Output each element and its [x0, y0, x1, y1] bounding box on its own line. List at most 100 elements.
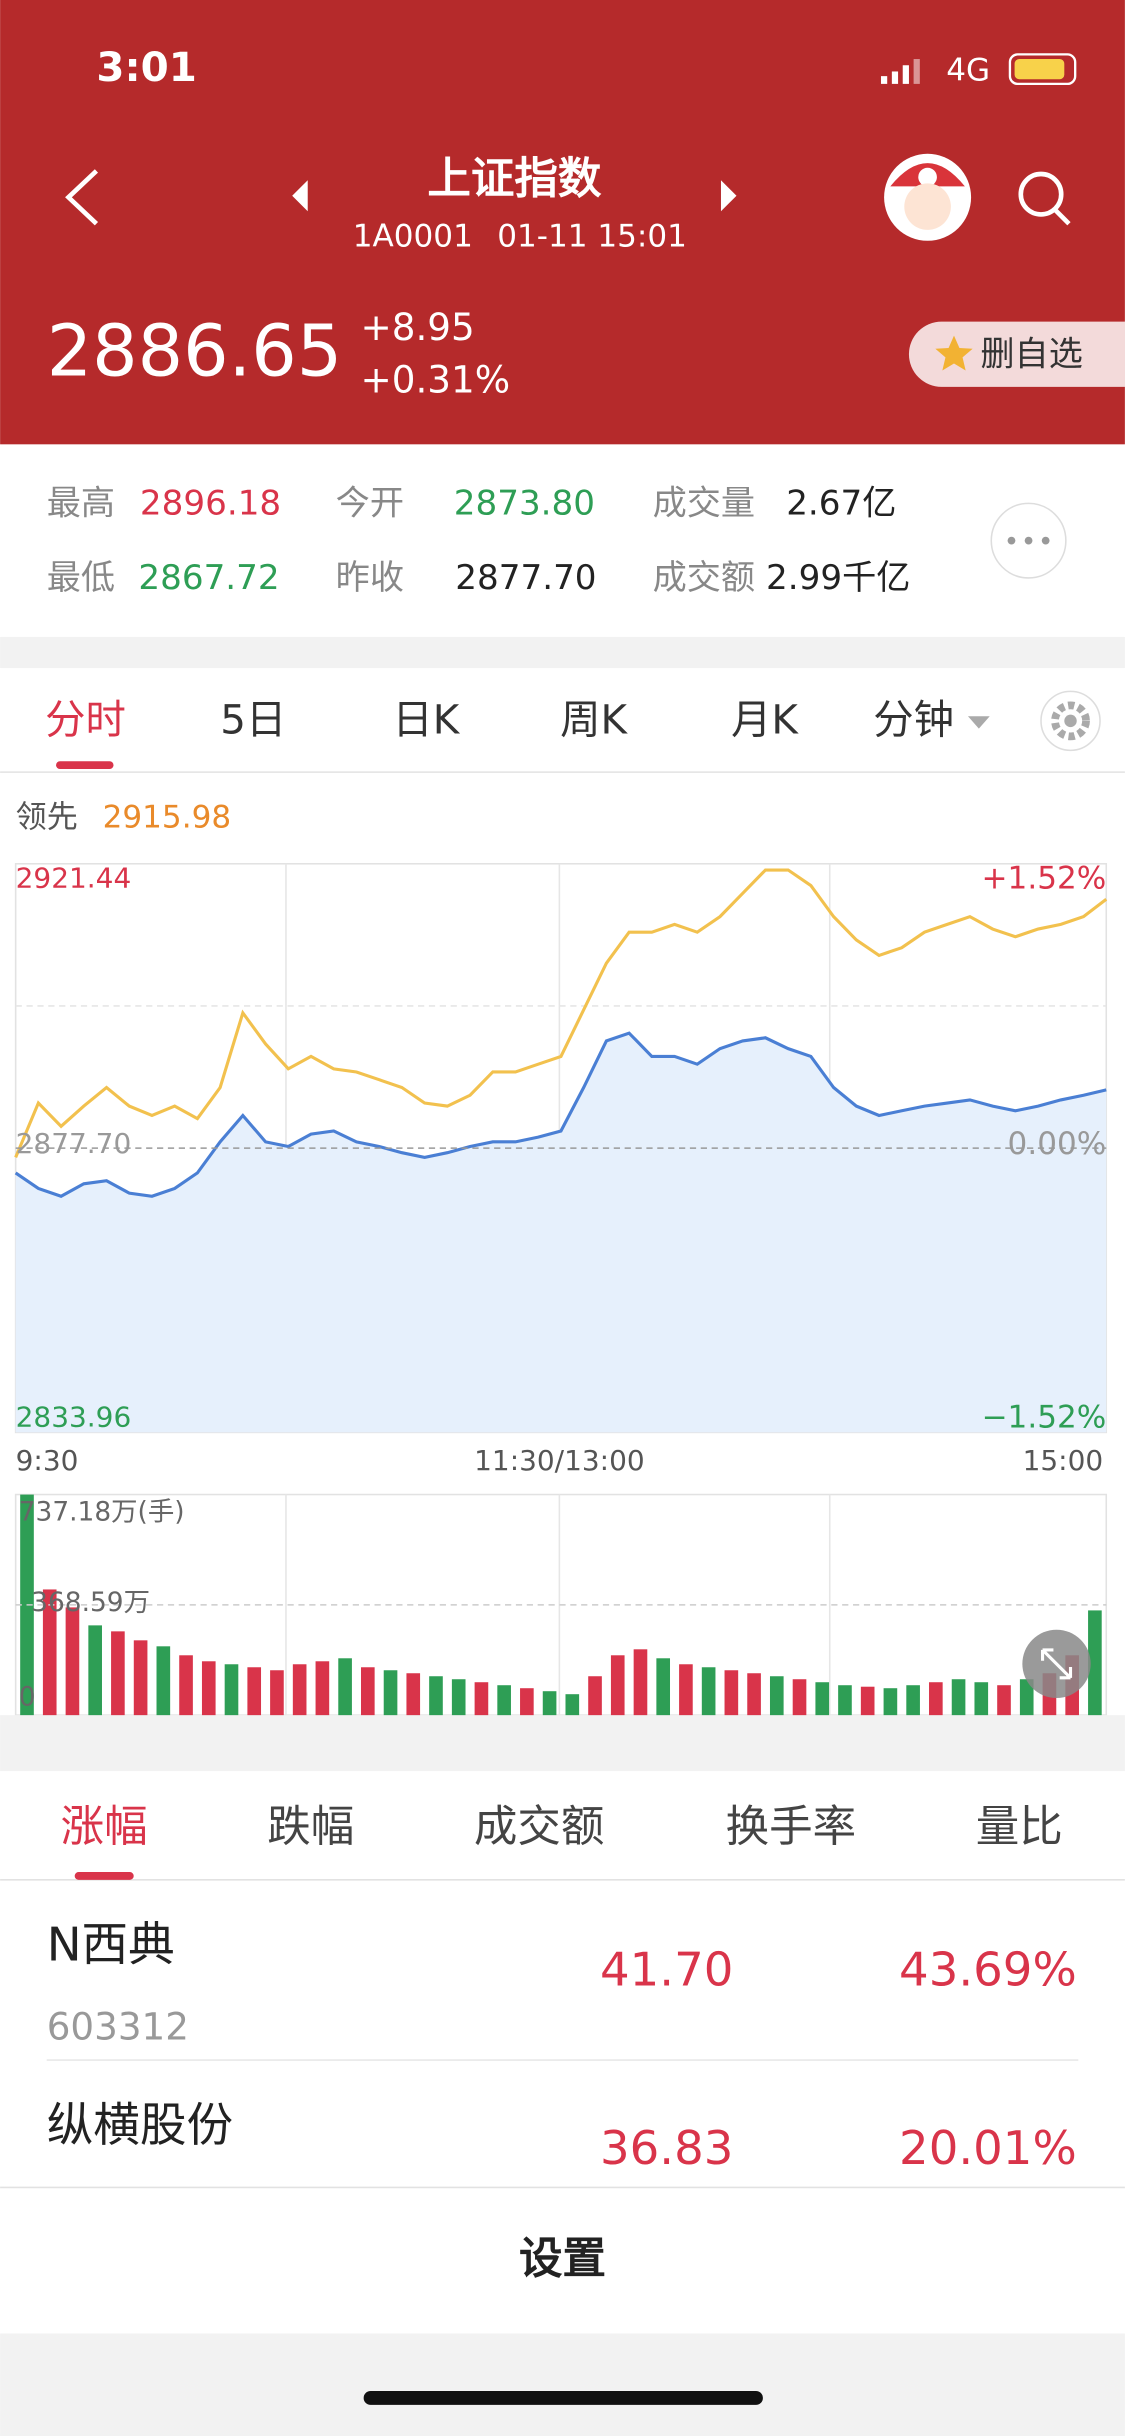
volume-bar — [974, 1682, 989, 1716]
legend-value: 2915.98 — [103, 800, 231, 836]
search-button[interactable] — [1018, 171, 1071, 226]
stat-value: 2896.18 — [140, 483, 281, 523]
volume-bar — [1019, 1679, 1034, 1716]
volume-bar — [451, 1679, 466, 1716]
stat-label: 成交量 — [653, 483, 755, 523]
volume-bar — [951, 1679, 966, 1716]
code: 1A0001 — [353, 219, 473, 255]
tab[interactable]: 5日 — [220, 696, 286, 743]
stock-pct: 20.01% — [899, 2121, 1077, 2175]
y2-tick-label: +1.52% — [982, 860, 1107, 896]
battery-icon — [1008, 53, 1077, 86]
volume-bar — [997, 1685, 1011, 1716]
volume-bar — [65, 1607, 80, 1716]
volume-bar — [588, 1676, 602, 1716]
tab-underline — [56, 761, 114, 770]
stock-price: 36.83 — [600, 2121, 733, 2175]
watchlist-text: 删自选 — [980, 334, 1082, 374]
network: 4G — [946, 52, 990, 88]
stock-name[interactable]: 纵横股份 — [47, 2098, 233, 2152]
rank-tab[interactable]: 涨幅 — [61, 1803, 148, 1853]
gap — [0, 1715, 1125, 1772]
price: 2886.65 — [47, 309, 342, 392]
volume-bar — [747, 1673, 761, 1716]
x-tick-label: 9:30 — [16, 1444, 79, 1477]
y2-tick-label: 0.00% — [1008, 1126, 1107, 1162]
home-indicator — [363, 2390, 763, 2405]
stat-value: 2873.80 — [454, 483, 595, 523]
stock-price: 41.70 — [600, 1943, 733, 1997]
volume-bar — [224, 1664, 239, 1716]
y-tick-label: 2877.70 — [16, 1127, 132, 1160]
price-line — [14, 1031, 1107, 1198]
volume-bar — [156, 1646, 171, 1716]
volume-tick-label: 368.59万 — [31, 1587, 150, 1618]
volume-bar — [133, 1640, 148, 1716]
rank-tab[interactable]: 成交额 — [474, 1803, 604, 1853]
stat-label: 成交额 — [653, 558, 755, 598]
stat-value: 2.67亿 — [786, 483, 896, 523]
volume-bar — [769, 1676, 784, 1716]
status-time: 3:01 — [96, 44, 196, 91]
volume-bar — [292, 1664, 307, 1716]
tab[interactable]: 分钟 — [873, 696, 954, 743]
y2-tick-label: −1.52% — [982, 1399, 1107, 1435]
rank-tab[interactable]: 跌幅 — [267, 1803, 354, 1853]
settings-button[interactable] — [1040, 690, 1101, 752]
volume-bar — [656, 1658, 671, 1716]
avatar[interactable] — [884, 153, 972, 241]
bottom-bar — [0, 2333, 1125, 2436]
change: +8.95 — [361, 305, 475, 349]
stat-label: 最高 — [47, 483, 115, 523]
volume-bar — [42, 1589, 57, 1716]
volume-bar — [201, 1661, 216, 1716]
next-button[interactable] — [720, 180, 737, 212]
y-tick-label: 2833.96 — [16, 1400, 132, 1433]
stat-value: 2877.70 — [455, 558, 596, 598]
quote-time: 01-11 15:01 — [497, 219, 687, 255]
volume-bar — [542, 1691, 557, 1716]
watchlist-button[interactable]: 删自选 — [908, 321, 1125, 387]
title: 上证指数 — [427, 154, 601, 204]
rank-tab-underline — [74, 1872, 134, 1880]
price-line — [14, 868, 1108, 1158]
tab[interactable]: 月K — [731, 696, 799, 743]
volume-bar — [679, 1664, 693, 1716]
settings-footer[interactable]: 设置 — [519, 2235, 606, 2285]
volume-bar — [406, 1673, 421, 1716]
volume-bar — [838, 1685, 852, 1716]
volume-bar — [906, 1685, 920, 1716]
prev-button[interactable] — [292, 180, 308, 212]
volume-bar — [633, 1649, 648, 1716]
tab[interactable]: 分时 — [45, 696, 126, 743]
volume-bar — [701, 1667, 716, 1716]
y-tick-label: 2921.44 — [16, 861, 132, 894]
volume-bar — [383, 1670, 398, 1716]
change-pct: +0.31% — [361, 358, 511, 402]
stat-value: 2.99千亿 — [766, 558, 910, 598]
expand-button[interactable] — [1022, 1629, 1091, 1699]
stock-name[interactable]: N西典 — [47, 1918, 175, 1972]
volume-bar — [724, 1670, 739, 1716]
rank-tab[interactable]: 换手率 — [726, 1803, 857, 1853]
back-button[interactable] — [65, 169, 99, 226]
volume-bar — [88, 1625, 102, 1716]
tab-dropdown-arrow — [967, 716, 990, 729]
rank-tab[interactable]: 量比 — [976, 1803, 1063, 1853]
volume-bar — [315, 1661, 330, 1716]
stock-code: 603312 — [47, 2004, 189, 2048]
signal-icon — [880, 59, 920, 84]
index-area — [15, 1033, 1107, 1433]
volume-bar — [815, 1682, 830, 1716]
tab[interactable]: 日K — [392, 696, 460, 743]
volume-bar — [361, 1667, 375, 1716]
more-button[interactable] — [990, 502, 1067, 579]
volume-bar — [497, 1685, 511, 1716]
volume-bar — [247, 1667, 262, 1716]
volume-bar — [474, 1682, 489, 1716]
stat-value: 2867.72 — [138, 558, 279, 598]
volume-bar — [860, 1686, 875, 1716]
legend-label: 领先 — [16, 800, 78, 836]
volume-bar — [270, 1670, 284, 1716]
tab[interactable]: 周K — [560, 696, 628, 743]
